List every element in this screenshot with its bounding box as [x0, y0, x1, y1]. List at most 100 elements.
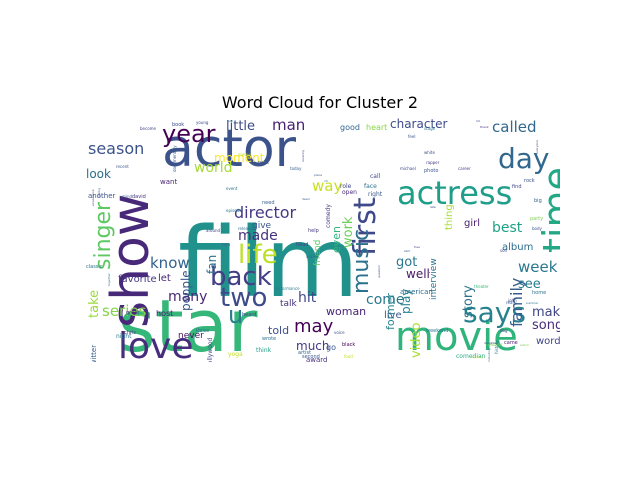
word-make: make — [532, 305, 560, 320]
word-history: history — [494, 340, 499, 354]
word-may: may — [294, 316, 334, 337]
word-need: need — [262, 200, 275, 206]
word-lot: lot — [476, 119, 481, 123]
word-take: take — [87, 290, 102, 318]
word-got: got — [396, 255, 417, 270]
word-open: open — [342, 189, 357, 196]
word-free: free — [414, 245, 420, 249]
word-movie: movie — [395, 314, 518, 360]
word-yoga: yoga — [228, 351, 243, 358]
word-people: people — [179, 270, 193, 311]
word-voice: voice — [334, 330, 345, 335]
word-party: party — [530, 216, 543, 222]
word-told: told — [268, 324, 289, 337]
word-time: time — [535, 167, 560, 253]
word-performance: performance — [274, 286, 300, 291]
word-second: second — [302, 354, 320, 360]
word-wrote: wrote — [262, 336, 276, 342]
word-singer: singer — [91, 201, 116, 270]
word-week: week — [518, 258, 558, 276]
word-music: music — [349, 229, 374, 294]
word-film: film — [178, 207, 359, 319]
word-oh: oh — [324, 179, 328, 183]
word-great: great — [126, 310, 139, 316]
word-young: young — [196, 120, 209, 125]
word-thank: thank — [480, 125, 489, 129]
word-girl: girl — [464, 218, 480, 229]
word-award: award — [306, 356, 328, 362]
word-american: american — [400, 288, 433, 296]
word-star: star — [118, 284, 258, 362]
word-experience: experience — [91, 189, 95, 206]
word-cloud-background — [80, 118, 560, 362]
word-today: today — [290, 166, 302, 171]
word-comedian: comedian — [456, 353, 486, 360]
word-night: night — [116, 333, 132, 340]
word-next: next — [258, 160, 269, 166]
word-talking: talking — [97, 188, 101, 198]
word-real: real — [506, 300, 514, 305]
word-help: help — [308, 228, 319, 234]
word-want: want — [160, 178, 177, 186]
word-year: year — [162, 120, 216, 148]
word-michael: michael — [400, 166, 416, 171]
word-family: family — [507, 278, 526, 327]
word-david: david — [132, 194, 146, 200]
word-character: character — [390, 118, 448, 131]
word-find: find — [512, 184, 522, 190]
word-rapper: rapper — [426, 160, 440, 165]
word-video: video — [409, 322, 424, 358]
word-director: director — [234, 203, 297, 222]
word-u: u — [228, 301, 243, 329]
word-even: even — [330, 226, 343, 253]
word-role: role — [340, 183, 352, 190]
word-know: know — [150, 254, 190, 272]
word-look: look — [86, 167, 111, 181]
word-actor: actor — [162, 119, 297, 179]
word-including: including — [487, 348, 491, 362]
word-john: john — [507, 298, 517, 303]
word-documentary: documentary — [172, 145, 177, 172]
word-comedy: comedy — [325, 204, 332, 228]
word-host: host — [156, 309, 173, 318]
word-head: head — [296, 242, 308, 248]
word-word: word — [536, 336, 560, 347]
word-came: came — [504, 340, 518, 346]
word-feel: feel — [408, 134, 415, 139]
word-called: called — [492, 118, 537, 136]
word-work: work — [341, 216, 356, 248]
word-right: right — [368, 191, 383, 198]
word-album: album — [502, 242, 533, 253]
word-play: play — [399, 289, 413, 314]
word-much: much — [296, 339, 330, 353]
word-says: says — [463, 296, 526, 329]
word-artist: artist — [298, 350, 311, 356]
word-live: live — [384, 310, 402, 321]
word-recent: recent — [116, 164, 129, 169]
word-become: become — [140, 126, 157, 131]
word-black: black — [342, 342, 355, 348]
word-world: world — [194, 160, 233, 176]
word-classic: classic — [86, 264, 103, 270]
word-face: face — [364, 183, 377, 190]
word-former: former — [384, 293, 397, 330]
word-big: big — [534, 198, 542, 204]
word-home: home — [532, 290, 546, 296]
word-watch: watch — [520, 343, 529, 347]
word-back: back — [210, 262, 272, 292]
word-late: late — [430, 205, 436, 209]
word-series: series — [102, 302, 147, 320]
word-tell: tell — [228, 119, 233, 123]
word-rock: rock — [524, 178, 535, 184]
word-talk: talk — [280, 299, 298, 309]
word-dog: dog — [500, 328, 508, 333]
word-book: book — [172, 122, 184, 128]
word-good: good — [340, 123, 360, 132]
word-always: always — [238, 152, 252, 157]
word-hollywood: hollywood — [207, 337, 214, 362]
word-favorite: favorite — [118, 274, 157, 285]
word-everyone: everyone — [535, 140, 539, 154]
word-theater: theater — [474, 284, 489, 289]
word-episode: episode — [226, 208, 242, 213]
word-actress: actress — [397, 174, 512, 212]
